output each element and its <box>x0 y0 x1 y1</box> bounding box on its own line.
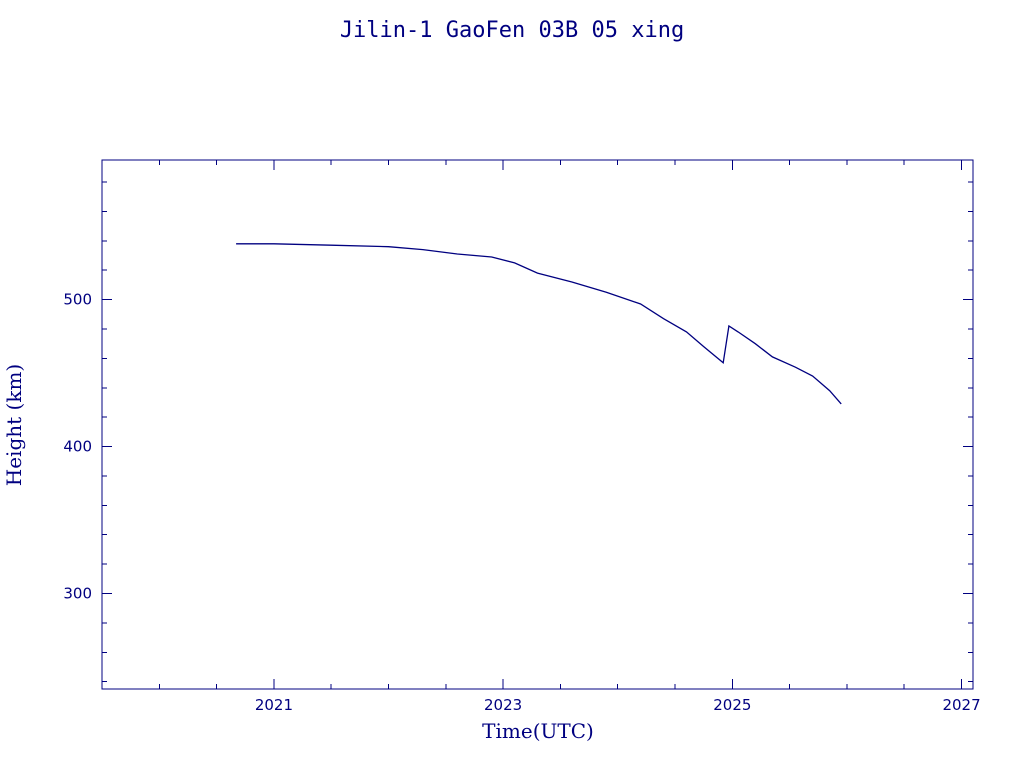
series-group <box>236 243 842 405</box>
x-tick-label: 2027 <box>942 696 980 714</box>
axis-ticks <box>101 160 973 689</box>
y-tick-label: 400 <box>63 438 92 456</box>
x-tick-label: 2025 <box>713 696 751 714</box>
y-tick-label: 300 <box>63 584 92 602</box>
plot-frame <box>101 159 974 690</box>
y-tick-label: 500 <box>63 291 92 309</box>
x-tick-label: 2023 <box>484 696 522 714</box>
x-axis-label: Time(UTC) <box>482 719 594 743</box>
x-tick-label: 2021 <box>255 696 293 714</box>
series-line-0 <box>236 243 842 405</box>
axis-tick-labels: 2021 2023 2025 2027 300 400 500 <box>63 291 980 714</box>
y-axis-label: Height (km) <box>2 364 26 486</box>
chart-title: Jilin-1 GaoFen 03B 05 xing <box>340 18 684 43</box>
